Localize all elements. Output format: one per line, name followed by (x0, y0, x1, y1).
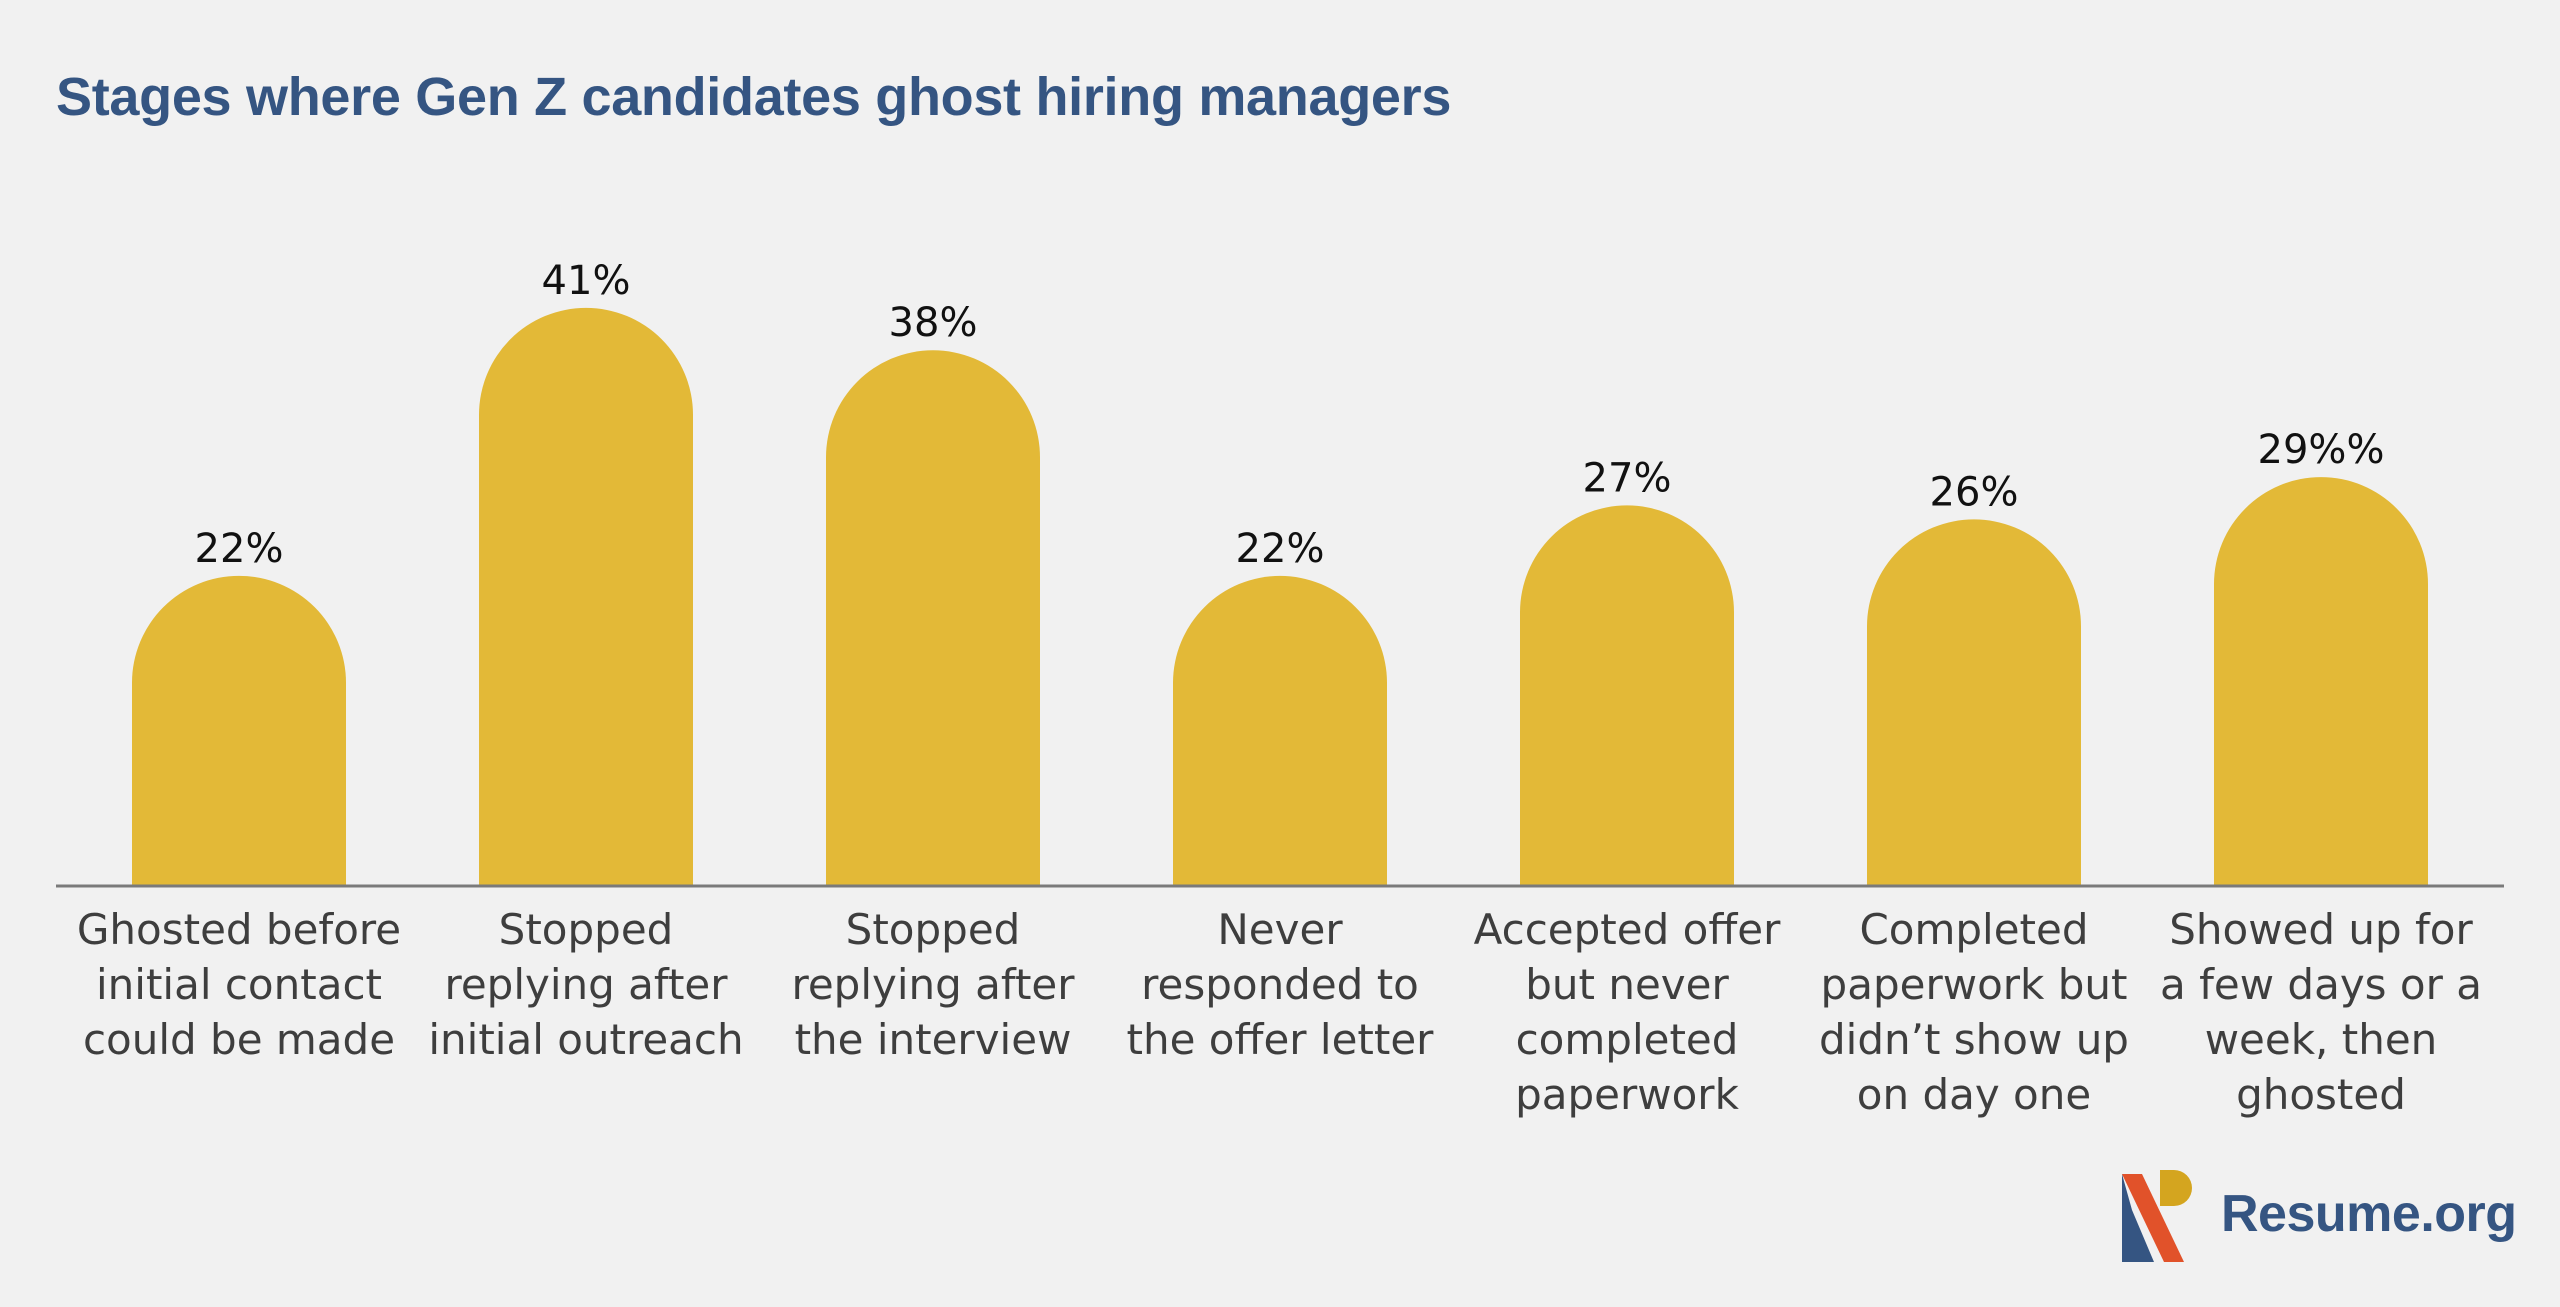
value-label-6: 26% (1930, 469, 2019, 515)
bar-2 (479, 307, 693, 886)
value-label-2: 41% (542, 258, 631, 304)
value-label-5: 27% (1583, 455, 1672, 501)
bar-7 (2214, 477, 2428, 886)
category-label-6: Completed paperwork but didn’t show up on d… (1819, 905, 2129, 1119)
category-label-5: Accepted offer but never completed paperwor… (1474, 905, 1781, 1119)
bar-6 (1867, 519, 2081, 886)
value-labels-group: 22% 41% 38% 22% 27% 26% 29%% (195, 258, 2385, 572)
brand-logo: Resume.org (2118, 1170, 2518, 1262)
bar-4 (1173, 575, 1387, 886)
chart-title: Stages where Gen Z candidates ghost hiri… (56, 67, 1452, 127)
value-label-7: 29%% (2258, 427, 2385, 473)
category-label-4: Never responded to the offer letter (1127, 905, 1435, 1064)
value-label-3: 38% (889, 300, 978, 346)
category-label-2: Stopped replying after initial outreach (428, 905, 743, 1064)
bar-3 (826, 350, 1040, 886)
logo-orange-shape (2122, 1174, 2184, 1262)
logo-navy-shape (2122, 1174, 2154, 1262)
bars-group (132, 307, 2428, 886)
value-label-1: 22% (195, 526, 284, 572)
value-label-4: 22% (1236, 526, 1325, 572)
resume-org-logo-icon (2122, 1170, 2192, 1262)
brand-name: Resume.org (2221, 1185, 2517, 1243)
category-labels-group: Ghosted before initial contact could be ma… (77, 905, 2482, 1119)
bar-1 (132, 575, 346, 886)
logo-gold-shape (2160, 1170, 2192, 1206)
category-label-3: Stopped replying after the interview (791, 905, 1075, 1064)
category-label-7: Showed up for a few days or a week, then gh… (2160, 905, 2482, 1119)
bar-5 (1520, 505, 1734, 886)
category-label-1: Ghosted before initial contact could be ma… (77, 905, 401, 1064)
